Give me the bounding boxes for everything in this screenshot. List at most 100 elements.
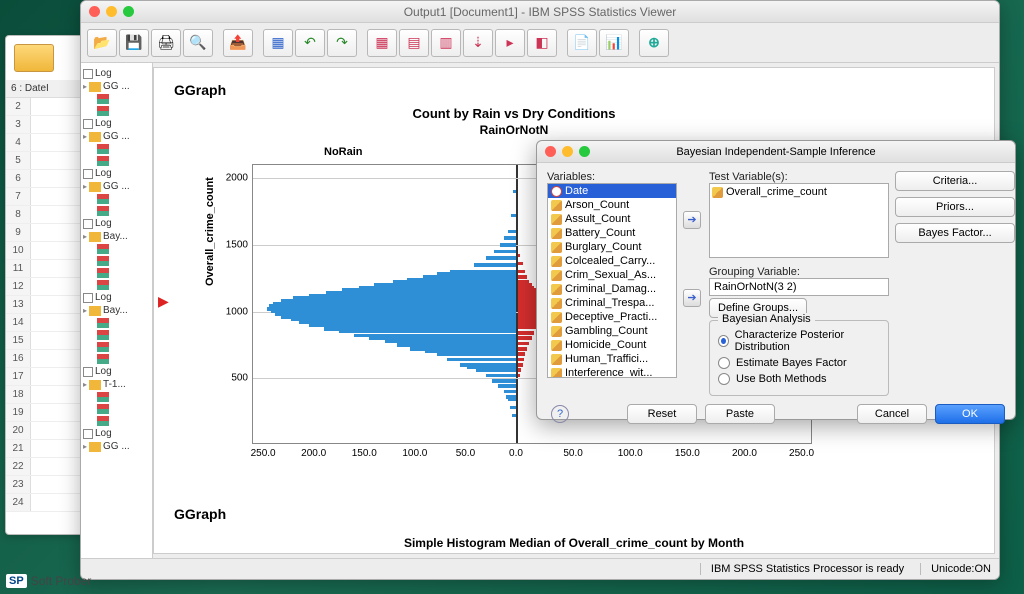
variable-item[interactable]: Deceptive_Practi... — [548, 310, 676, 324]
insert-button[interactable]: 📄 — [567, 29, 597, 57]
minimize-icon[interactable] — [562, 146, 573, 157]
tree-item[interactable]: Log — [83, 291, 150, 304]
redo-button[interactable]: ↷ — [327, 29, 357, 57]
tree-item[interactable]: ▸Bay... — [83, 230, 150, 243]
add-button[interactable]: ⊕ — [639, 29, 669, 57]
tree-item[interactable] — [83, 143, 150, 155]
variable-item[interactable]: Interference_wit... — [548, 366, 676, 378]
tree-item[interactable] — [83, 93, 150, 105]
tree-item[interactable]: ▸GG ... — [83, 80, 150, 93]
tree-item[interactable] — [83, 403, 150, 415]
y-axis-label: Overall_crime_count — [204, 177, 216, 286]
tree-item[interactable] — [83, 205, 150, 217]
test-variable-item[interactable]: Overall_crime_count — [712, 186, 886, 198]
bar-red — [518, 368, 521, 372]
tree-item[interactable] — [83, 267, 150, 279]
paste-button[interactable]: Paste — [705, 404, 775, 424]
cancel-button[interactable]: Cancel — [857, 404, 927, 424]
variable-item[interactable]: Crim_Sexual_As... — [548, 268, 676, 282]
tree-item[interactable]: Log — [83, 217, 150, 230]
bar-red — [518, 374, 520, 378]
goto-case-button[interactable]: ▤ — [399, 29, 429, 57]
tree-item[interactable]: ▸GG ... — [83, 440, 150, 453]
radio-both[interactable] — [718, 373, 730, 385]
move-to-group-button[interactable]: ➔ — [683, 289, 701, 307]
variable-item[interactable]: Date — [548, 184, 676, 198]
tree-item[interactable]: ▸T-1... — [83, 378, 150, 391]
associate-button[interactable]: ◧ — [527, 29, 557, 57]
tree-item[interactable]: ▸Bay... — [83, 304, 150, 317]
variable-item[interactable]: Burglary_Count — [548, 240, 676, 254]
tree-item[interactable] — [83, 105, 150, 117]
maximize-icon[interactable] — [579, 146, 590, 157]
variable-item[interactable]: Homicide_Count — [548, 338, 676, 352]
tree-item[interactable]: Log — [83, 365, 150, 378]
save-button[interactable]: 💾 — [119, 29, 149, 57]
bayes-factor-button[interactable]: Bayes Factor... — [895, 223, 1015, 243]
undo-button[interactable]: ↶ — [295, 29, 325, 57]
tree-item[interactable]: Log — [83, 427, 150, 440]
bar-blue — [474, 263, 516, 267]
print-button[interactable]: 🖨 — [151, 29, 181, 57]
export-button[interactable]: 📤 — [223, 29, 253, 57]
dialog-recall-button[interactable]: ▦ — [263, 29, 293, 57]
test-variables-listbox[interactable]: Overall_crime_count — [709, 183, 889, 258]
radio-posterior[interactable] — [718, 335, 729, 347]
tree-item[interactable]: Log — [83, 117, 150, 130]
chart-button[interactable]: 📊 — [599, 29, 629, 57]
tree-item[interactable] — [83, 341, 150, 353]
bar-blue — [508, 230, 516, 234]
bar-red — [518, 331, 534, 335]
variable-item[interactable]: Criminal_Damag... — [548, 282, 676, 296]
tree-item[interactable]: Log — [83, 67, 150, 80]
radio-label: Characterize Posterior Distribution — [735, 329, 880, 353]
ok-button[interactable]: OK — [935, 404, 1005, 424]
tree-item[interactable] — [83, 329, 150, 341]
outline-tree[interactable]: Log▸GG ...Log▸GG ...Log▸GG ...Log▸Bay...… — [81, 63, 153, 558]
maximize-icon[interactable] — [123, 6, 134, 17]
tree-item[interactable] — [83, 391, 150, 403]
open-folder-icon[interactable] — [14, 44, 54, 72]
priors-button[interactable]: Priors... — [895, 197, 1015, 217]
reset-button[interactable]: Reset — [627, 404, 697, 424]
close-icon[interactable] — [545, 146, 556, 157]
tree-item[interactable] — [83, 415, 150, 427]
help-icon[interactable]: ? — [551, 405, 569, 423]
variable-item[interactable]: Criminal_Trespa... — [548, 296, 676, 310]
tree-item[interactable] — [83, 193, 150, 205]
open-button[interactable]: 📂 — [87, 29, 117, 57]
criteria-button[interactable]: Criteria... — [895, 171, 1015, 191]
bar-blue — [410, 347, 516, 351]
tree-item[interactable] — [83, 353, 150, 365]
select-last-button[interactable]: ⇣ — [463, 29, 493, 57]
variable-item[interactable]: Arson_Count — [548, 198, 676, 212]
minimize-icon[interactable] — [106, 6, 117, 17]
tree-item[interactable]: Log — [83, 167, 150, 180]
radio-label: Use Both Methods — [736, 373, 827, 385]
variable-item[interactable]: Human_Traffici... — [548, 352, 676, 366]
grouping-variable-field[interactable]: RainOrNotN(3 2) — [709, 278, 889, 296]
tree-item[interactable] — [83, 243, 150, 255]
tree-item[interactable]: ▸GG ... — [83, 130, 150, 143]
bar-red — [518, 342, 529, 346]
variable-item[interactable]: Colcealed_Carry... — [548, 254, 676, 268]
tree-item[interactable]: ▸GG ... — [83, 180, 150, 193]
tree-item[interactable] — [83, 279, 150, 291]
tree-item[interactable] — [83, 255, 150, 267]
goto-data-button[interactable]: ▦ — [367, 29, 397, 57]
variable-item[interactable]: Assult_Count — [548, 212, 676, 226]
radio-bayes-factor[interactable] — [718, 357, 730, 369]
variable-item[interactable]: Battery_Count — [548, 226, 676, 240]
bar-red — [518, 347, 527, 351]
preview-button[interactable]: 🔍 — [183, 29, 213, 57]
tree-item[interactable] — [83, 317, 150, 329]
bar-blue — [354, 334, 516, 338]
designate-button[interactable]: ▸ — [495, 29, 525, 57]
variables-button[interactable]: ▥ — [431, 29, 461, 57]
variable-item[interactable]: Gambling_Count — [548, 324, 676, 338]
bar-blue — [460, 363, 516, 367]
variables-listbox[interactable]: DateArson_CountAssult_CountBattery_Count… — [547, 183, 677, 378]
move-to-test-button[interactable]: ➔ — [683, 211, 701, 229]
close-icon[interactable] — [89, 6, 100, 17]
tree-item[interactable] — [83, 155, 150, 167]
